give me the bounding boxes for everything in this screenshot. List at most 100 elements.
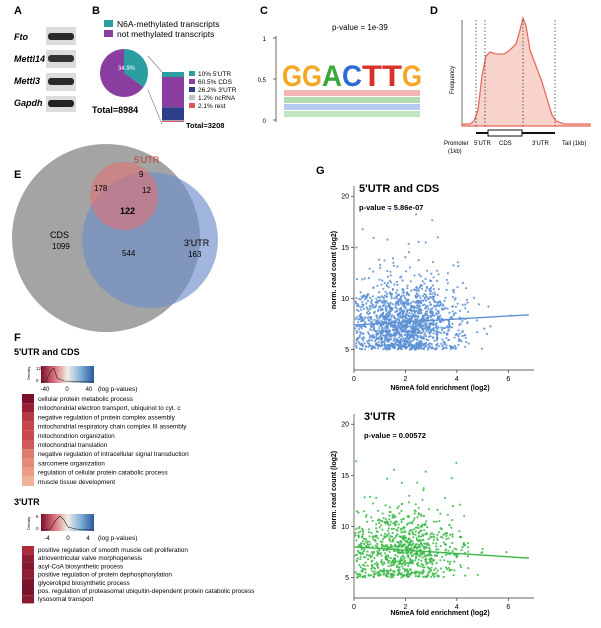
scatter-point [409,568,412,571]
scatter-point [357,572,360,576]
scatter-point [457,265,460,268]
scatter-point [408,572,411,576]
stack-legend-swatch [189,103,195,108]
go-term-label: lysosomal transport [38,596,94,603]
scatter-point [415,286,418,289]
scatter-point [461,334,464,338]
scatter-point [393,283,396,286]
scatter-point [382,334,385,337]
scatter-point [368,574,371,577]
scatter-point [377,309,380,313]
scatter-point [375,336,378,339]
scatter-point [414,575,417,578]
pie-slice [99,49,144,98]
scatter-point [413,552,416,556]
scatter-point [440,342,443,345]
gene-mettl3: Mettl3 [14,76,40,86]
scatter-point [401,279,404,282]
scatter-point [408,494,411,497]
scatter-point [410,340,413,343]
scatter-point [407,242,410,245]
scatter-point [385,309,388,312]
scatter-point [431,292,434,295]
scatter-point [439,512,442,515]
panel-g-label: G [316,165,325,177]
scatter-point [439,535,443,538]
legend2-tick-pos: 4 [86,536,90,542]
scatter-point [397,303,400,306]
scatter-point [416,317,419,320]
scatter-point [403,333,406,337]
scatter1-xlabel: N6meA fold enrichment (log2) [390,385,489,392]
scatter-point [414,559,417,562]
scatter-point [357,309,360,313]
scatter-point [435,572,438,575]
scatter-point [386,334,389,337]
scatter-point [398,308,401,311]
scatter-point [436,327,439,330]
logo-letter-g1: G [282,60,302,93]
scatter-point [378,331,381,334]
scatter-point [427,325,430,328]
profile-region-dividers [475,20,556,126]
scatter-point [367,544,370,547]
scatter-point [378,315,381,318]
scatter-point [388,550,391,554]
scatter-point [423,297,426,300]
scatter-point [417,259,420,262]
scatter-point [354,534,357,537]
scatter-point [451,295,454,298]
scatter-point [365,297,368,300]
scatter-point [435,324,438,327]
scatter-point [392,557,395,560]
scatter-point [387,532,391,535]
go-term-color [22,467,34,477]
scatter-point [410,333,414,337]
scatter-point [435,548,438,551]
scatter-point [371,559,374,562]
scatter-point [387,340,390,343]
scatter-point [411,326,414,329]
scatter-point [410,335,413,338]
scatter-point [382,297,385,300]
scatter-point [425,338,428,341]
scatter-point [373,310,376,313]
scatter-point [384,334,387,337]
scatter-point [369,304,372,307]
scatter-point [422,299,425,302]
scatter-point [453,560,456,563]
legend2-unit: (log p-values) [98,535,137,542]
scatter-point [388,328,391,331]
legend1-tick-zero: 0 [65,387,69,393]
scatter-point [389,520,392,523]
scatter-point [419,551,422,554]
panel-f-label: F [14,332,21,344]
scatter-point [379,552,382,555]
scatter-point [361,567,364,571]
scatter-point [428,342,431,345]
go-term-label: acyl-CoA biosynthetic process [38,563,123,570]
scatter-point [380,534,383,537]
scatter-point [409,557,412,561]
scatter-point [405,312,408,315]
scatter-point [429,329,432,333]
scatter-point [381,312,384,315]
scatter-point [385,339,388,342]
scatter-point [386,281,390,285]
scatter-point [366,564,369,567]
scatter-point [406,330,410,333]
scatter-point [402,517,405,520]
scatter-point [369,344,372,347]
scatter-point [412,532,415,536]
scatter-point [388,343,391,346]
go-term-label: negative regulation of protein complex a… [38,414,176,421]
stack-segment [162,120,184,121]
scatter-point [389,562,392,565]
scatter-point [445,532,449,535]
scatter-point [421,523,424,526]
scatter-point [375,572,378,575]
scatter-point [410,547,413,550]
scatter1: 5 10 15 20 0 2 4 6 [341,186,534,383]
scatter-point [429,536,432,539]
scatter-point [408,316,411,319]
